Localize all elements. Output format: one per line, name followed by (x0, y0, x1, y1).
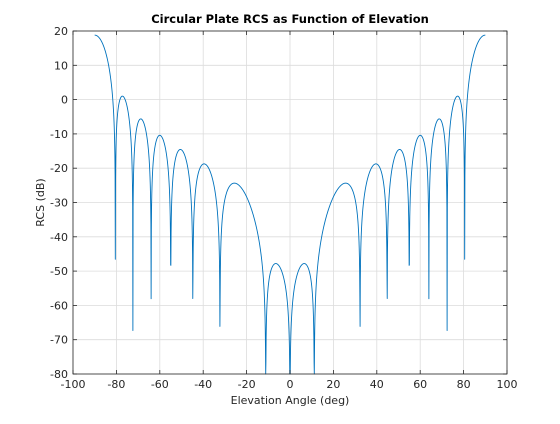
x-tick-label: 0 (287, 378, 294, 391)
grid (72, 30, 508, 375)
y-tick-label: 10 (54, 59, 68, 72)
y-tick-label: -80 (50, 368, 68, 381)
y-axis-label: RCS (dB) (34, 178, 47, 226)
x-tick-label: 100 (497, 378, 518, 391)
chart-title: Circular Plate RCS as Function of Elevat… (151, 12, 429, 26)
ticks: -100 -80 -60 -40 -20 0 20 40 60 80 100-80-70-60-50… (50, 25, 517, 391)
y-tick-label: -20 (50, 162, 68, 175)
x-tick-label: -60 (151, 378, 169, 391)
y-tick-label: 20 (54, 25, 68, 38)
x-axis-label: Elevation Angle (deg) (231, 394, 350, 407)
x-tick-label: 60 (413, 378, 427, 391)
y-tick-label: -40 (50, 231, 68, 244)
y-tick-label: 0 (61, 94, 68, 107)
x-tick-label: -80 (107, 378, 125, 391)
y-tick-label: -70 (50, 334, 68, 347)
x-tick-label: -100 (61, 378, 86, 391)
x-tick-label: -20 (238, 378, 256, 391)
x-tick-label: 80 (457, 378, 471, 391)
y-tick-label: -30 (50, 197, 68, 210)
x-tick-label: 20 (326, 378, 340, 391)
x-tick-label: 40 (370, 378, 384, 391)
x-tick-label: -40 (194, 378, 212, 391)
y-tick-label: -50 (50, 265, 68, 278)
y-tick-label: -10 (50, 128, 68, 141)
y-tick-label: -60 (50, 299, 68, 312)
